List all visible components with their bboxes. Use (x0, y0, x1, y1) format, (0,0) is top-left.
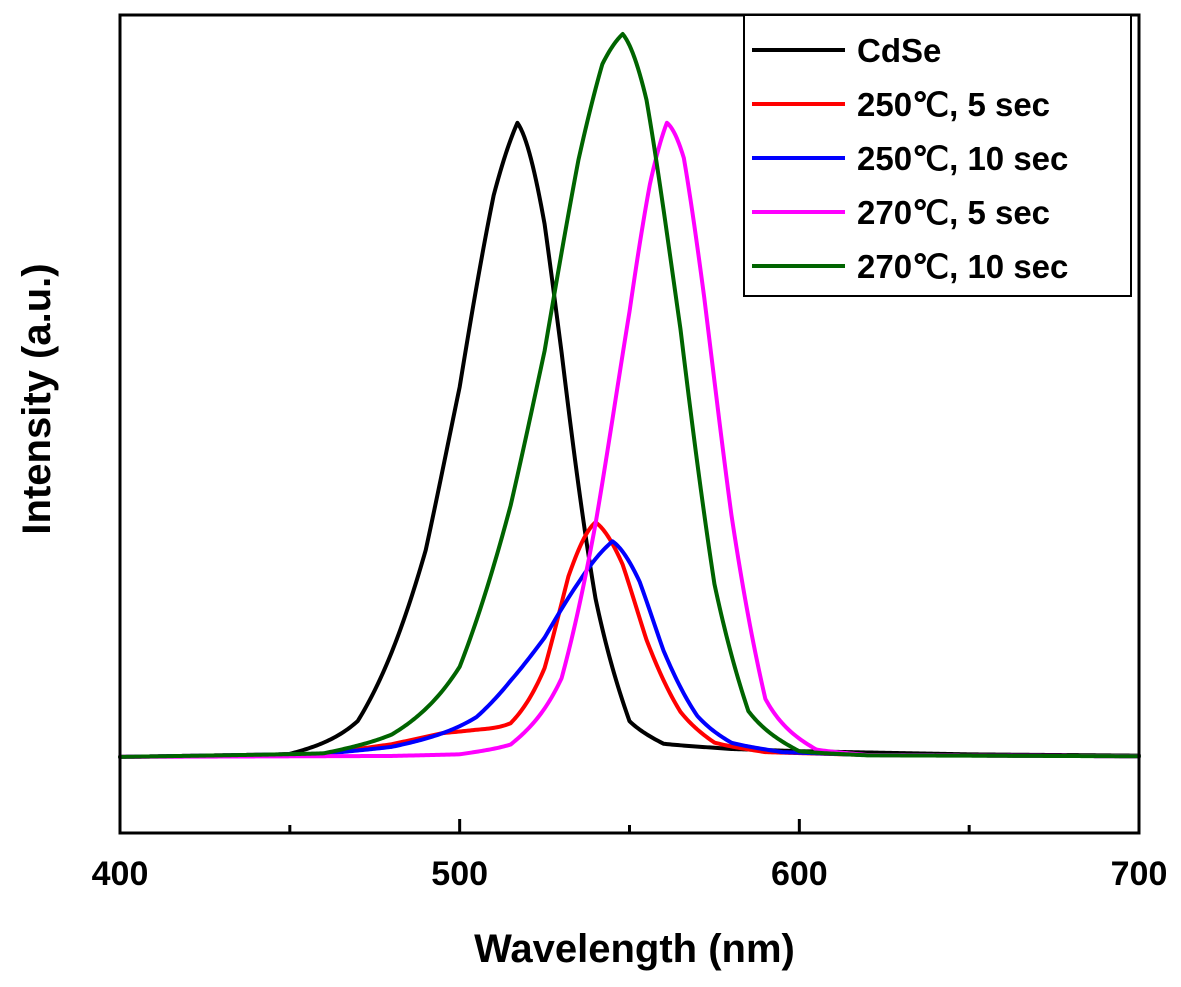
x-axis-title: Wavelength (nm) (474, 927, 795, 971)
legend-box (743, 14, 1132, 297)
x-tick-label: 500 (431, 855, 488, 893)
series-line-3 (118, 539, 1141, 759)
legend-label-5: 270℃, 10 sec (857, 248, 1068, 285)
y-axis-title: Intensity (a.u.) (15, 263, 59, 534)
legend-label-4: 270℃, 5 sec (857, 194, 1050, 231)
legend-label-2: 250℃, 5 sec (857, 86, 1050, 123)
x-tick-label: 400 (92, 855, 149, 893)
legend: CdSe 250℃, 5 sec 250℃, 10 sec 270℃, 5 sec 27… (743, 14, 1132, 297)
x-tick-label: 700 (1111, 855, 1168, 893)
legend-label-1: CdSe (857, 32, 941, 69)
legend-label-3: 250℃, 10 sec (857, 140, 1068, 177)
curves-layer (118, 32, 1141, 759)
axes-layer (118, 13, 1141, 835)
series-line-5 (118, 32, 1141, 759)
x-tick-label: 600 (771, 855, 828, 893)
labels-layer: 400 500 600 700 Wavelength (nm) Intensity (a.… (15, 263, 1167, 971)
